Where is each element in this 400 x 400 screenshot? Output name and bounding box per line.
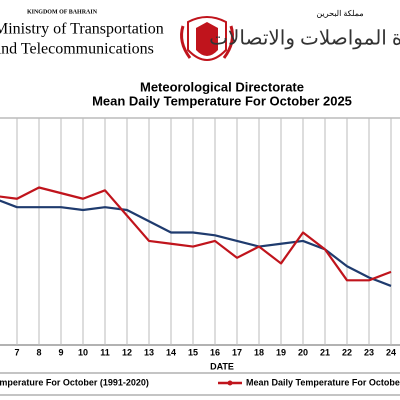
x-tick-label: 13 [144,347,154,357]
x-tick-label: 8 [36,347,41,357]
x-tick-label: 17 [232,347,242,357]
arabic-ministry: وزارة المواصلات والاتصالات [209,28,400,50]
x-tick-label: 10 [78,347,88,357]
ministry-name: Ministry of Transportation [0,21,164,38]
x-tick-label: 12 [122,347,132,357]
chart-subtitle: Mean Daily Temperature For October 2025 [92,93,352,108]
x-tick-label: 20 [298,347,308,357]
x-tick-label: 19 [276,347,286,357]
series-line [0,186,392,282]
ministry-name: and Telecommunications [0,41,154,58]
x-tick-label: 22 [342,347,352,357]
x-tick-label: 7 [14,347,19,357]
x-tick-label: 23 [364,347,374,357]
kingdom-label: KINGDOM OF BAHRAIN [27,9,98,15]
legend-label: Mean Daily Temperature For October 2025 [246,377,400,387]
chart-title: Meteorological Directorate [140,79,304,94]
series-line [0,199,392,287]
x-tick-label: 11 [100,347,110,357]
x-tick-label: 15 [188,347,198,357]
x-tick-label: 9 [58,347,63,357]
x-tick-label: 24 [386,347,396,357]
x-axis-title: DATE [210,361,234,371]
x-tick-label: 18 [254,347,264,357]
x-tick-label: 21 [320,347,330,357]
legend-box [0,372,400,396]
legend-label: Mean Daily Temperature For October (1991… [0,377,149,387]
x-tick-label: 14 [166,347,176,357]
emblem [180,16,234,61]
legend-marker [227,380,233,386]
arabic-kingdom: مملكة البحرين [316,9,363,18]
x-tick-label: 16 [210,347,220,357]
